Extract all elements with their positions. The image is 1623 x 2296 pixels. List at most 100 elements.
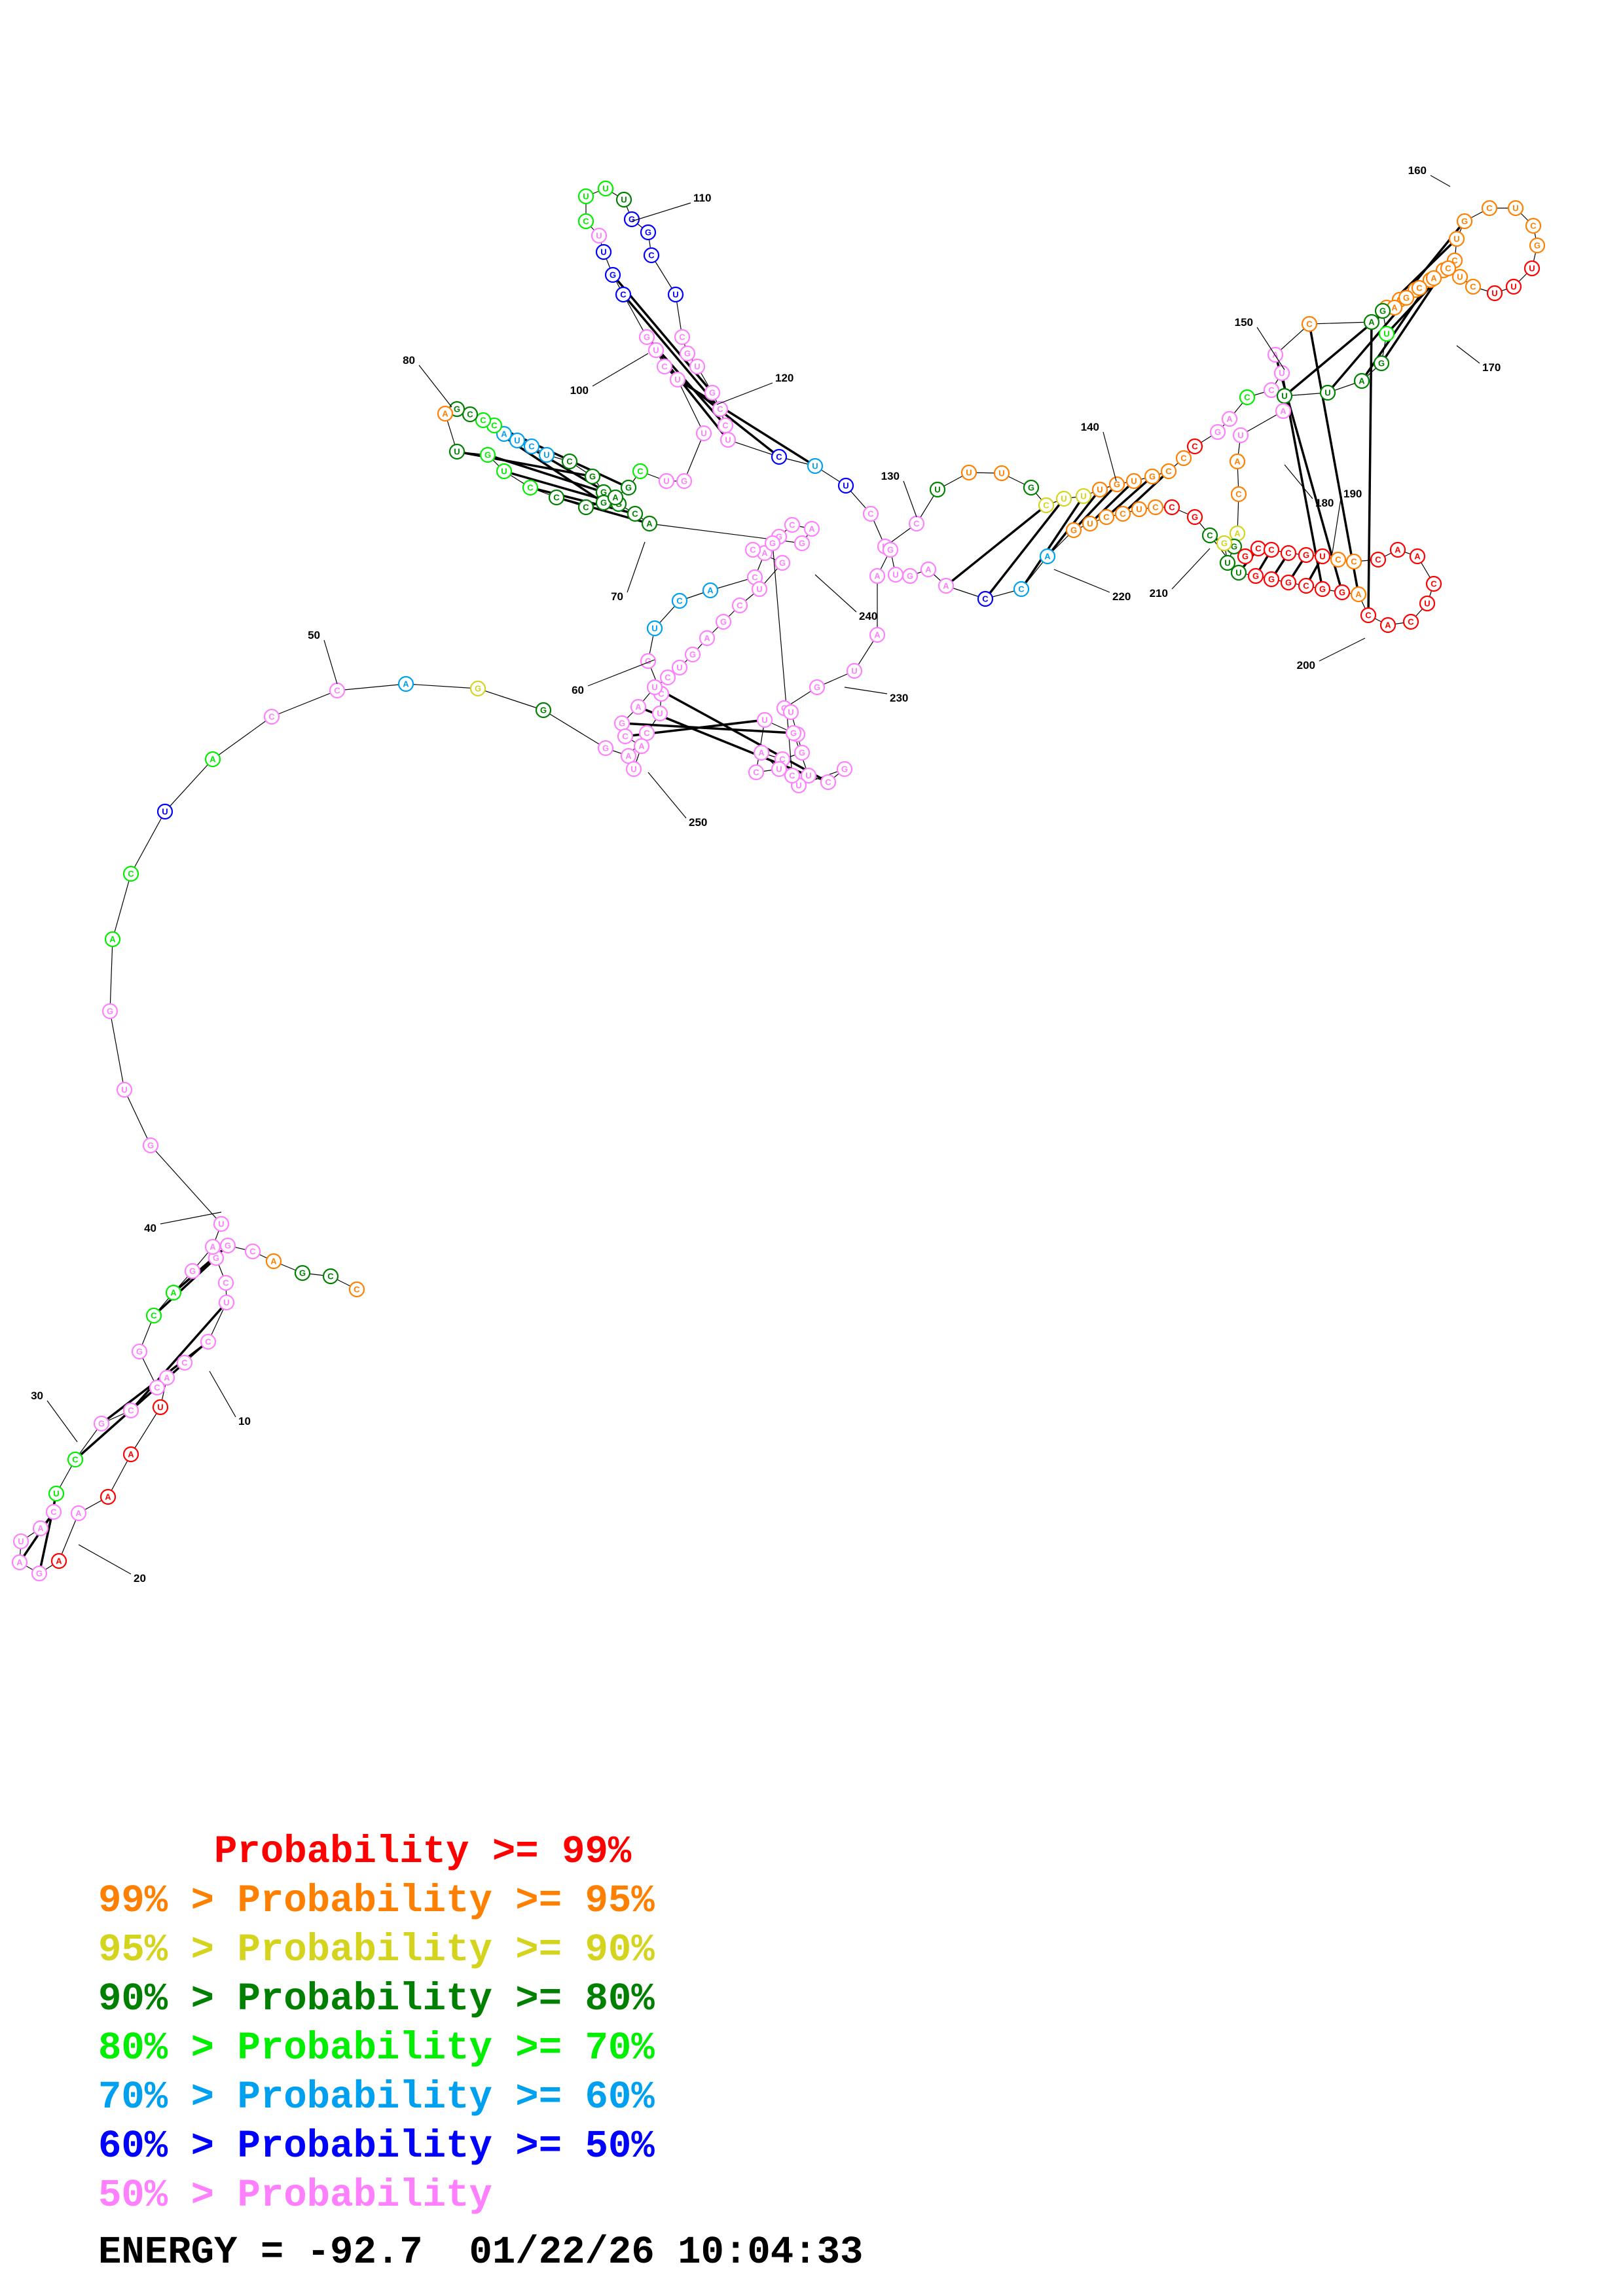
nucleotide-84: G — [620, 479, 637, 496]
nucleotide-229: U — [756, 711, 773, 728]
nucleotide-letter: U — [788, 708, 793, 717]
nucleotide-letter: U — [1324, 388, 1330, 398]
nucleotide-12: A — [158, 1369, 175, 1386]
nucleotide-circle — [219, 1237, 236, 1254]
nucleotide-circle — [785, 725, 802, 742]
nucleotide-letter: C — [1120, 509, 1126, 519]
nucleotide-148: C — [1481, 200, 1498, 217]
nucleotide-letter: A — [612, 493, 619, 503]
position-label-120: 120 — [716, 372, 793, 405]
position-label-text: 200 — [1297, 659, 1315, 672]
nucleotide-letter: G — [790, 728, 797, 738]
nucleotide-69: U — [509, 432, 526, 449]
nucleotide-letter: A — [164, 1373, 170, 1383]
nucleotide-217: A — [869, 567, 886, 584]
nucleotide-letter: G — [709, 388, 716, 398]
nucleotide-circle — [1525, 217, 1542, 234]
nucleotide-letter: U — [843, 481, 848, 491]
nucleotide-circle — [535, 702, 552, 719]
nucleotide-letter: G — [299, 1268, 306, 1278]
nucleotide-circle — [479, 446, 496, 463]
nucleotide-letter: U — [676, 663, 682, 673]
nucleotide-letter: C — [467, 410, 473, 420]
nucleotide-158: A — [1425, 270, 1442, 287]
nucleotide-137: A — [1267, 346, 1284, 363]
nucleotide-letter: G — [1214, 427, 1221, 437]
nucleotide-13: U — [152, 1399, 169, 1416]
nucleotide-193: G — [1334, 584, 1351, 601]
nucleotide-16: A — [70, 1505, 87, 1522]
nucleotide-letter: C — [737, 601, 743, 611]
nucleotide-letter: U — [795, 781, 801, 791]
nucleotide-108: G — [704, 384, 721, 401]
nucleotide-52: U — [646, 620, 663, 637]
backbone-segment — [677, 379, 704, 434]
nucleotide-99: U — [597, 180, 614, 197]
nucleotide-letter: C — [1408, 617, 1414, 627]
nucleotide-letter: C — [776, 452, 782, 462]
nucleotide-112: C — [771, 448, 788, 465]
nucleotide-circle — [684, 646, 701, 663]
nucleotide-letter: A — [1272, 350, 1279, 360]
base-pair-bond — [1072, 483, 1118, 531]
nucleotide-70: A — [496, 425, 513, 442]
position-label-leader — [844, 687, 888, 694]
nucleotide-124: U — [1075, 488, 1092, 505]
nucleotide-letter: U — [1136, 505, 1142, 514]
nucleotide-circle — [100, 1488, 117, 1505]
position-label-text: 50 — [308, 629, 320, 641]
base-pair-bond — [945, 504, 1048, 587]
nucleotide-letter: G — [475, 684, 481, 694]
nucleotide-circle — [1379, 617, 1396, 634]
nucleotide-letter: A — [1359, 376, 1365, 386]
nucleotide-18: G — [31, 1565, 48, 1582]
nucleotide-circle — [1186, 438, 1203, 455]
nucleotide-239: U — [751, 581, 768, 598]
backbone-segment — [58, 1513, 79, 1562]
nucleotide-circle — [1402, 613, 1419, 630]
nucleotide-circle — [348, 1281, 365, 1298]
nucleotide-letter: G — [602, 744, 609, 753]
nucleotide-20: U — [12, 1533, 29, 1550]
nucleotide-circle — [595, 243, 612, 260]
nucleotide-letter: U — [1061, 494, 1067, 504]
nucleotide-circle — [632, 463, 649, 480]
position-label-text: 180 — [1315, 497, 1334, 509]
nucleotide-letter: C — [658, 689, 665, 699]
nucleotide-letter: U — [1529, 264, 1535, 274]
nucleotide-letter: U — [1224, 558, 1230, 568]
nucleotide-191: C — [1360, 607, 1377, 624]
nucleotide-188: U — [1419, 595, 1436, 612]
nucleotide-89: U — [669, 371, 686, 388]
nucleotide-letter: G — [1268, 575, 1275, 584]
nucleotide-149: U — [1507, 200, 1524, 217]
nucleotide-circle — [1098, 509, 1115, 526]
nucleotide-letter: C — [1165, 467, 1172, 476]
nucleotide-177: C — [1250, 540, 1267, 557]
nucleotide-letter: A — [210, 755, 216, 764]
nucleotide-circle — [1219, 554, 1236, 571]
nucleotide-circle — [122, 865, 139, 882]
backbone-segment — [130, 1407, 161, 1455]
nucleotide-208: G — [1065, 522, 1082, 539]
base-pair-bond — [456, 450, 593, 478]
nucleotide-letter: U — [1510, 282, 1516, 292]
nucleotide-letter: U — [1319, 552, 1325, 562]
legend-row-p80: 90% > Probability >= 80% — [98, 1980, 655, 2018]
nucleotide-circle — [1456, 213, 1473, 230]
nucleotide-circle — [646, 620, 663, 637]
nucleotide-circle — [475, 412, 492, 429]
nucleotide-203: C — [1147, 499, 1164, 516]
nucleotide-letter: G — [136, 1347, 143, 1357]
position-label-leader — [903, 480, 917, 518]
nucleotide-circle — [577, 188, 594, 205]
nucleotide-letter: G — [619, 719, 625, 728]
nucleotide-letter: C — [1375, 555, 1381, 565]
nucleotide-117: C — [908, 515, 925, 532]
nucleotide-110: C — [717, 417, 734, 434]
nucleotide-letter: C — [205, 1337, 211, 1347]
nucleotide-circle — [809, 679, 826, 696]
nucleotide-206: C — [1098, 509, 1115, 526]
nucleotide-letter: C — [779, 755, 786, 764]
nucleotide-letter: C — [223, 1278, 229, 1288]
